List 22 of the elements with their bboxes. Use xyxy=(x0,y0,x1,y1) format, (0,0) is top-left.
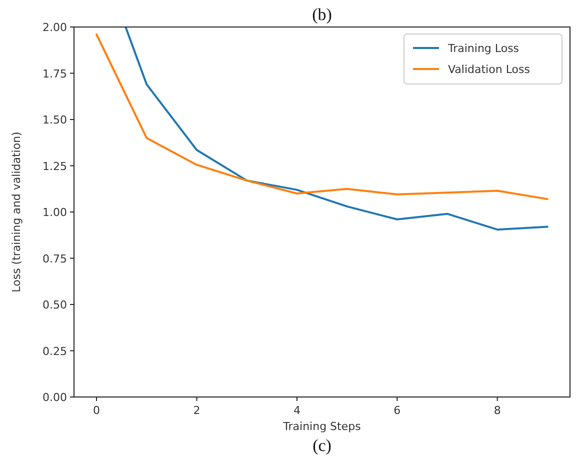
y-tick-label: 0.25 xyxy=(42,344,67,358)
x-tick-label: 0 xyxy=(93,404,100,417)
y-tick-label: 1.25 xyxy=(42,160,67,173)
y-tick-label: 0.50 xyxy=(42,298,67,312)
y-tick-label: 1.50 xyxy=(42,114,67,126)
x-axis-title: Training Steps xyxy=(282,420,362,433)
x-tick-label: 2 xyxy=(193,404,200,417)
y-axis-title: Loss (training and validation) xyxy=(10,132,23,292)
y-tick-label: 0.00 xyxy=(42,391,67,404)
line-series xyxy=(96,33,548,200)
text: (b) xyxy=(312,5,332,24)
y-tick-label: 0.75 xyxy=(42,252,67,266)
y-tick-label: 1.75 xyxy=(42,67,67,80)
y-tick-label: 2.00 xyxy=(42,21,67,34)
legend-label: Validation Loss xyxy=(448,63,530,76)
x-tick-label: 4 xyxy=(293,404,300,417)
legend-label: Training Loss xyxy=(447,42,520,55)
y-tick-label: 1.00 xyxy=(42,206,67,219)
x-tick-label: 6 xyxy=(394,404,401,417)
x-tick-label: 8 xyxy=(494,404,501,417)
text: (c) xyxy=(312,436,332,455)
line-series xyxy=(124,27,548,231)
